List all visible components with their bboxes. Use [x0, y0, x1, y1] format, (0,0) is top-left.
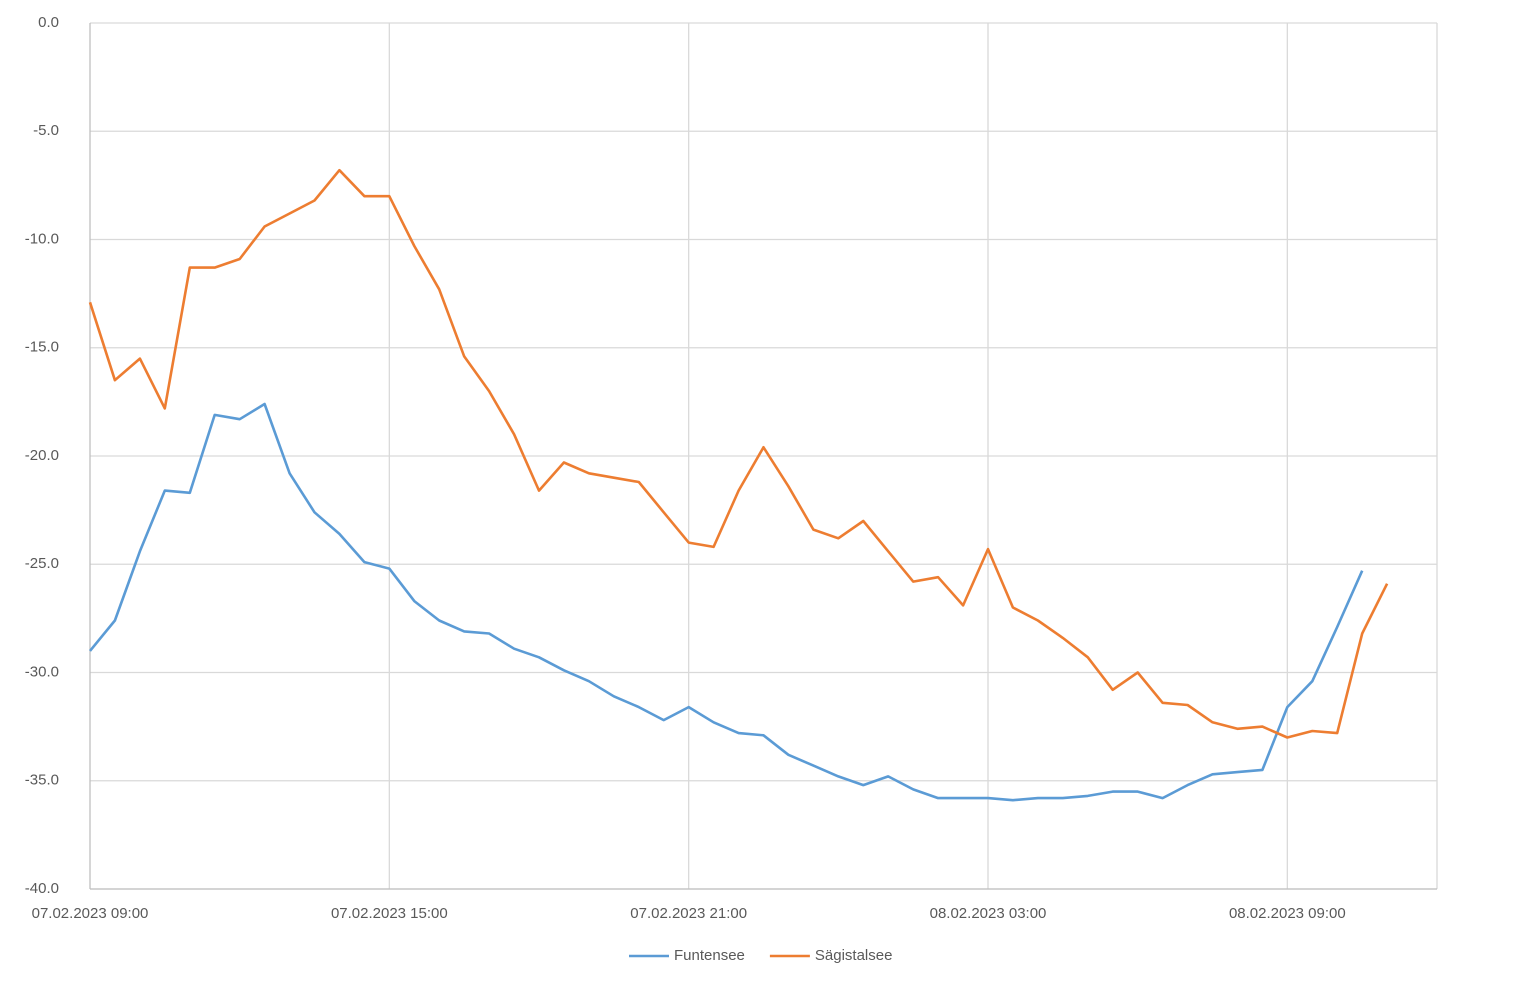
- y-tick-label: 0.0: [38, 14, 59, 31]
- y-tick-label: -40.0: [25, 880, 59, 897]
- y-tick-label: -10.0: [25, 230, 59, 247]
- series-line: [88, 402, 1364, 802]
- legend-label: Funtensee: [674, 947, 745, 964]
- y-tick-label: -30.0: [25, 663, 59, 680]
- legend-label: Sägistalsee: [815, 947, 893, 964]
- x-tick-label: 07.02.2023 15:00: [331, 905, 448, 922]
- x-tick-label: 07.02.2023 09:00: [32, 905, 149, 922]
- y-tick-label: -35.0: [25, 772, 59, 789]
- y-tick-label: -20.0: [25, 447, 59, 464]
- y-tick-label: -25.0: [25, 555, 59, 572]
- y-tick-label: -15.0: [25, 339, 59, 356]
- y-tick-label: -5.0: [33, 122, 59, 139]
- x-tick-label: 07.02.2023 21:00: [630, 905, 747, 922]
- x-tick-label: 08.02.2023 03:00: [930, 905, 1047, 922]
- x-tick-label: 08.02.2023 09:00: [1229, 905, 1346, 922]
- series-line: [88, 168, 1389, 739]
